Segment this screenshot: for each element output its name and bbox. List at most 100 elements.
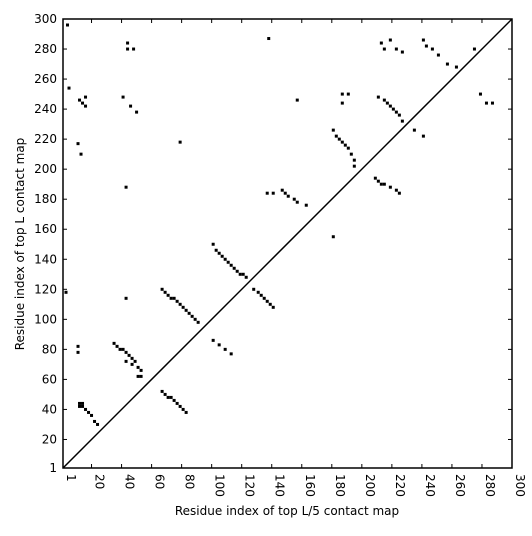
contact-point [223,347,227,351]
contact-point [118,347,122,351]
contact-point [271,191,275,195]
contact-point [163,392,167,396]
contact-point [124,359,128,363]
contact-point [379,182,383,186]
contact-point [334,134,338,138]
contact-point [166,395,170,399]
y-tick-label: 200 [34,162,57,176]
contact-point [136,374,140,378]
contact-point [130,356,134,360]
contact-point [244,275,248,279]
x-tick-label: 220 [393,474,407,497]
contact-point [132,47,136,51]
contact-point [376,179,380,183]
contact-point [160,389,164,393]
contact-point [84,95,88,99]
contact-point [130,362,134,366]
contact-point [373,176,377,180]
contact-point [172,398,176,402]
contact-point [133,359,137,363]
contact-point [292,197,296,201]
contact-point [229,263,233,267]
contact-point [190,314,194,318]
contact-point [93,419,97,423]
y-tick-label: 280 [34,42,57,56]
y-tick-label: 1 [49,461,57,475]
contact-point [343,143,347,147]
contact-point [382,182,386,186]
contact-point [265,299,269,303]
contact-point [436,53,440,57]
contact-point [394,188,398,192]
contact-point [90,413,94,417]
x-tick-label: 160 [303,474,317,497]
contact-point [445,62,449,66]
contact-point [81,401,85,405]
contact-point [217,251,221,255]
contact-point [220,254,224,258]
contact-point [124,350,128,354]
contact-point [430,47,434,51]
contact-point [193,317,197,321]
contact-point [214,248,218,252]
x-tick-label: 60 [153,474,167,489]
contact-point [64,290,68,294]
x-tick-label: 120 [243,474,257,497]
contact-point [187,311,191,315]
contact-point [346,92,350,96]
contact-point [280,188,284,192]
contact-point [178,140,182,144]
contact-point [349,152,353,156]
x-tick-label: 280 [483,474,497,497]
diagonal [62,18,513,469]
contact-point [397,191,401,195]
contact-point [126,41,130,45]
contact-point [267,37,271,41]
contact-point [421,134,425,138]
contact-point [127,353,131,357]
contact-point [385,101,389,105]
y-tick-label: 80 [42,342,57,356]
contact-point [181,407,185,411]
contact-point [226,260,230,264]
contact-point [232,266,236,270]
contact-point [66,23,70,27]
x-tick-label: 200 [363,474,377,497]
contact-point [252,287,256,291]
contact-point [394,47,398,51]
contact-point [178,302,182,306]
contact-point [78,401,82,405]
contact-point [172,296,176,300]
contact-point [331,235,335,239]
contact-point [400,119,404,123]
contact-point [87,410,91,414]
contact-point [135,110,139,114]
contact-point [196,320,200,324]
contact-point [331,128,335,132]
y-tick-label: 220 [34,132,57,146]
x-axis-label: Residue index of top L/5 contact map [175,504,399,518]
contact-point [184,410,188,414]
contact-point [96,422,100,426]
contact-point [163,290,167,294]
contact-point [166,293,170,297]
contact-point [223,257,227,261]
x-tick-label: 1 [64,474,78,482]
contact-point [382,47,386,51]
y-tick-label: 160 [34,222,57,236]
contact-point [472,47,476,51]
contact-point [490,101,494,105]
y-tick-label: 100 [34,312,57,326]
y-tick-label: 180 [34,192,57,206]
contact-point [139,368,143,372]
y-axis-label: Residue index of top L contact map [13,138,27,351]
contact-point [126,47,130,51]
contact-point [121,347,125,351]
contact-point [211,338,215,342]
contact-point [478,92,482,96]
x-tick-label: 40 [123,474,137,489]
contact-point [337,137,341,141]
y-tick-label: 40 [42,402,57,416]
contact-point [271,305,275,309]
contact-point [394,110,398,114]
